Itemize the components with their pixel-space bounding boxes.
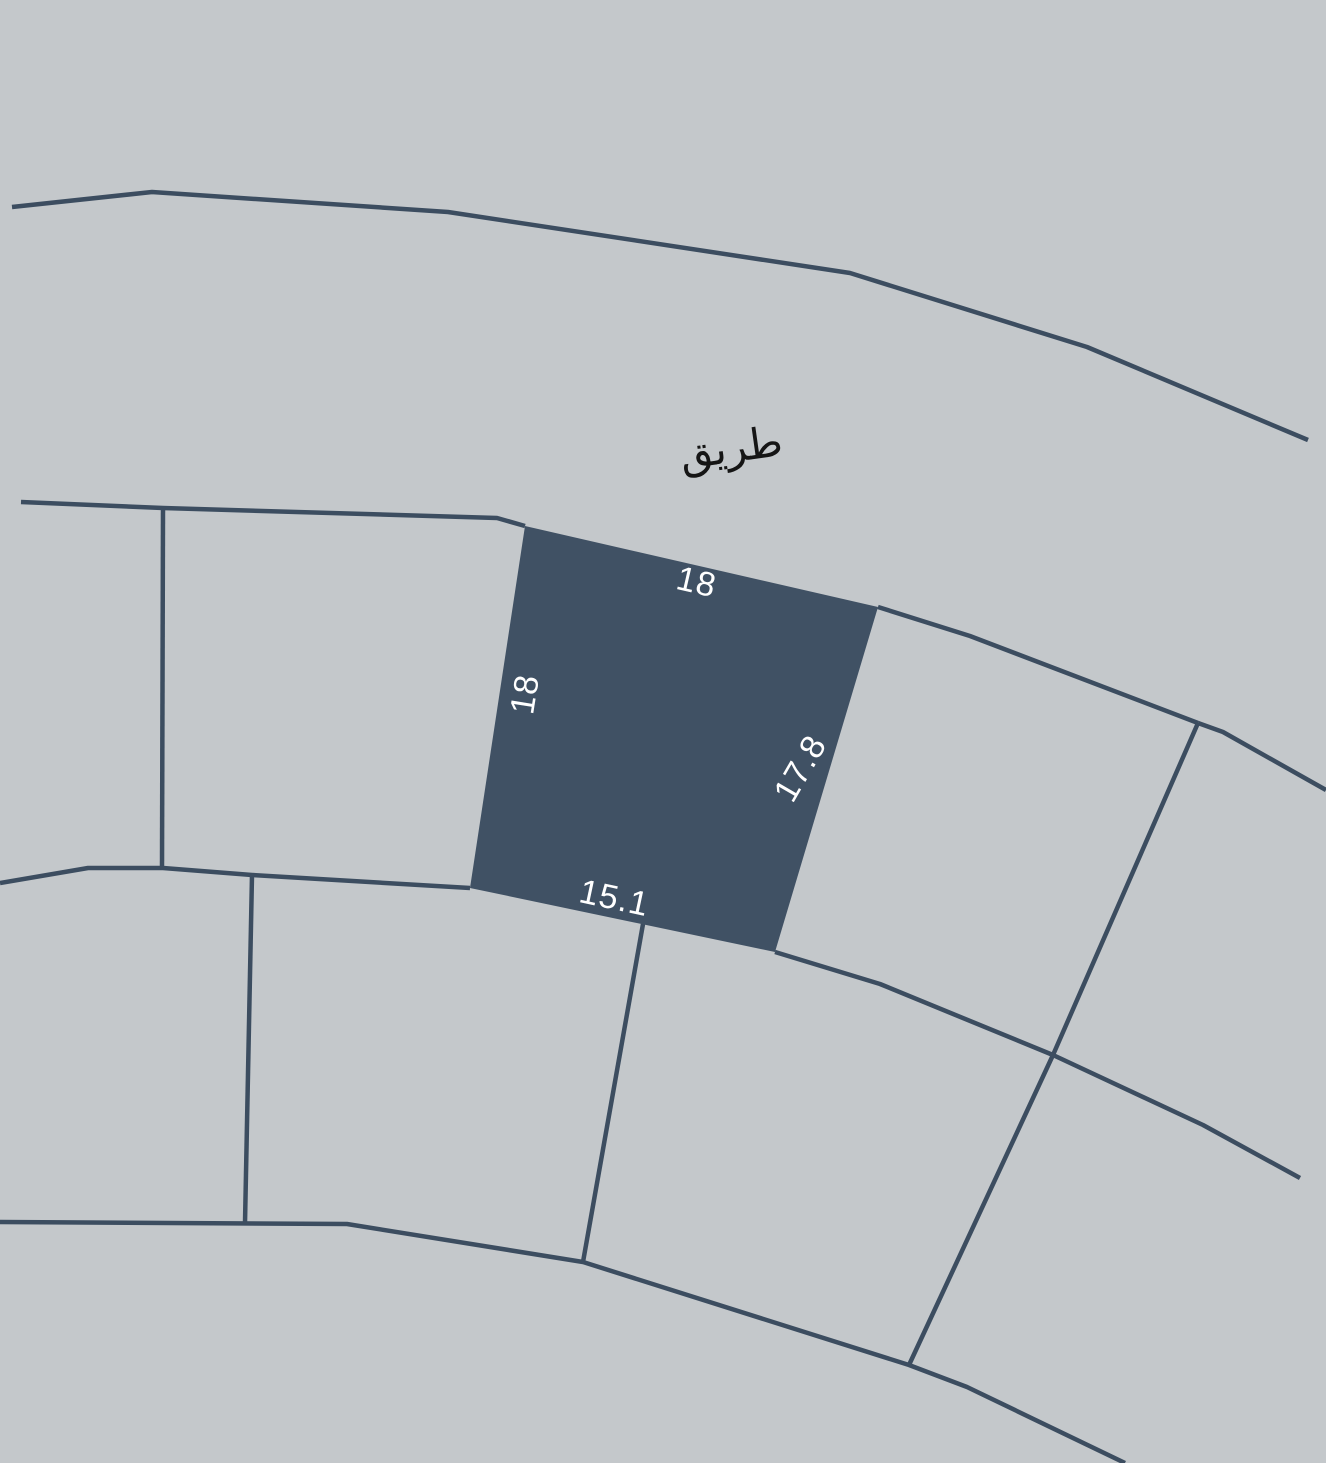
lower-middle-plot-divider-line [580, 923, 646, 1263]
left-plot-side-boundary-line [159, 507, 166, 869]
road-upper-boundary-line [11, 189, 1309, 443]
middle-row-boundary-left-line [0, 865, 471, 891]
right-block-top-boundary-line [1197, 720, 1326, 792]
bottom-row-boundary-line [0, 1219, 1126, 1463]
block-top-boundary-line [20, 499, 526, 529]
parcel-dimension-top: 18 [673, 559, 720, 605]
lower-left-plot-divider-line [242, 874, 255, 1224]
selected-parcel[interactable] [470, 526, 878, 952]
parcel-dimension-left: 18 [503, 672, 547, 717]
middle-row-boundary-right-line [774, 949, 1302, 1180]
road-lower-boundary-line [877, 604, 1199, 726]
